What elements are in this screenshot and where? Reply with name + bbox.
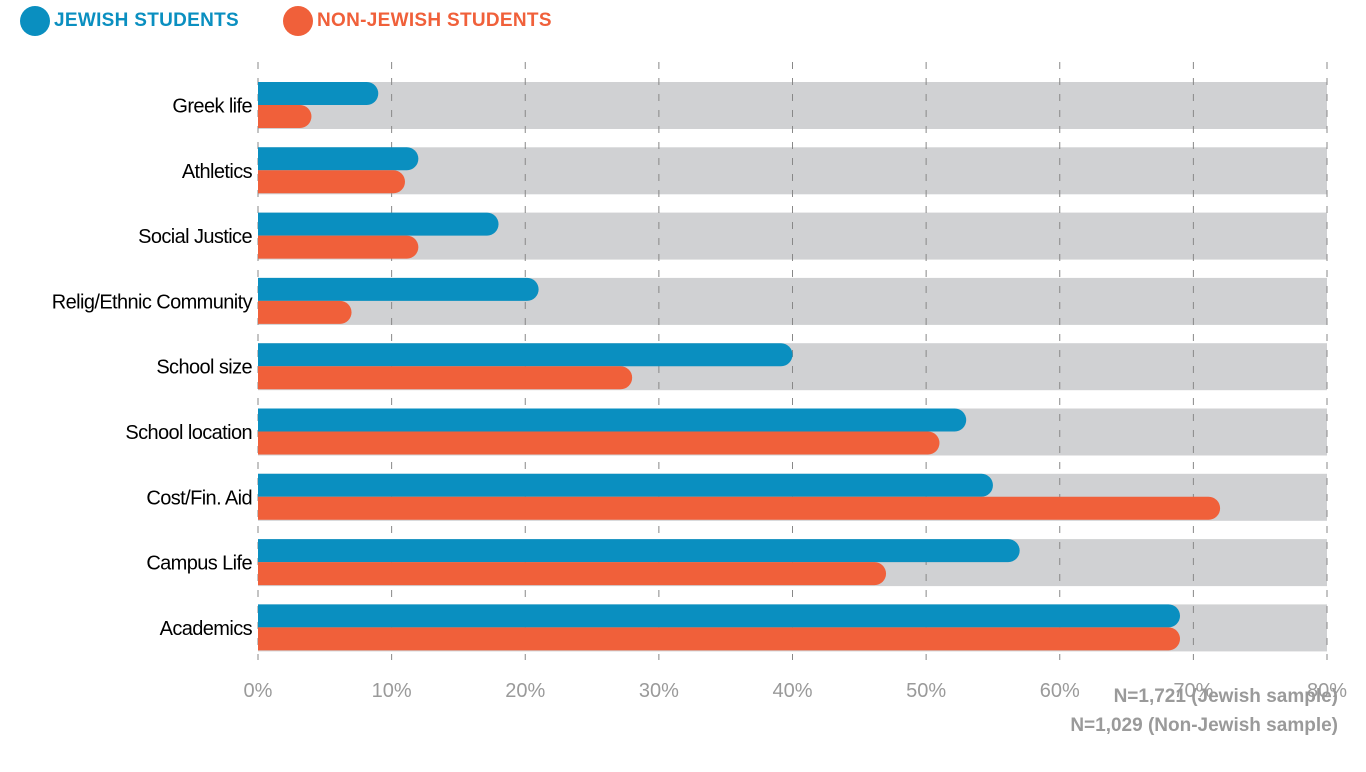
bar-non-jewish — [258, 300, 352, 324]
bar-jewish — [258, 408, 967, 432]
category-label: Relig/Ethnic Community — [52, 291, 253, 313]
category-label: School size — [156, 357, 252, 379]
bar-non-jewish — [258, 170, 405, 194]
bar-non-jewish — [258, 496, 1221, 520]
bar-non-jewish — [258, 627, 1181, 651]
bar-jewish — [258, 343, 793, 367]
sample-notes: N=1,721 (Jewish sample) N=1,029 (Non-Jew… — [1070, 682, 1338, 740]
bar-jewish — [258, 539, 1020, 563]
category-label: Social Justice — [138, 226, 252, 248]
bar-jewish — [258, 82, 379, 105]
bar-jewish — [258, 147, 419, 171]
x-tick-label: 50% — [906, 680, 946, 702]
x-tick-label: 60% — [1040, 680, 1080, 702]
bar-track — [258, 82, 1327, 129]
x-tick-label: 80% — [1307, 680, 1347, 702]
x-tick-label: 70% — [1173, 680, 1213, 702]
x-tick-label: 10% — [372, 680, 412, 702]
legend-label-jewish: JEWISH STUDENTS — [54, 10, 240, 31]
category-label: Cost/Fin. Aid — [146, 487, 252, 509]
bar-jewish — [258, 604, 1181, 628]
bar-non-jewish — [258, 105, 312, 128]
bar-non-jewish — [258, 235, 419, 259]
x-tick-label: 20% — [505, 680, 545, 702]
category-label: Academics — [160, 618, 253, 640]
bar-non-jewish — [258, 562, 887, 586]
bar-non-jewish — [258, 366, 633, 390]
x-tick-label: 40% — [772, 680, 812, 702]
category-label: School location — [125, 422, 252, 444]
legend-marker-non-jewish — [283, 6, 314, 36]
bar-jewish — [258, 277, 539, 301]
legend: JEWISH STUDENTS NON-JEWISH STUDENTS — [20, 6, 552, 36]
note-non-jewish-sample: N=1,029 (Non-Jewish sample) — [1070, 715, 1338, 736]
legend-marker-jewish — [20, 6, 50, 36]
note-jewish-sample: N=1,721 (Jewish sample) — [1113, 686, 1338, 707]
bar-jewish — [258, 473, 993, 497]
x-tick-label: 0% — [244, 680, 273, 702]
category-label: Athletics — [182, 161, 253, 183]
bar-non-jewish — [258, 431, 940, 455]
legend-item-non-jewish: NON-JEWISH STUDENTS — [283, 6, 552, 36]
x-tick-label: 30% — [639, 680, 679, 702]
bar-jewish — [258, 212, 499, 236]
legend-item-jewish: JEWISH STUDENTS — [20, 6, 239, 36]
legend-label-non-jewish: NON-JEWISH STUDENTS — [317, 10, 552, 31]
category-label: Greek life — [172, 96, 252, 118]
category-label: Campus Life — [146, 553, 252, 575]
bar-track — [258, 147, 1327, 195]
